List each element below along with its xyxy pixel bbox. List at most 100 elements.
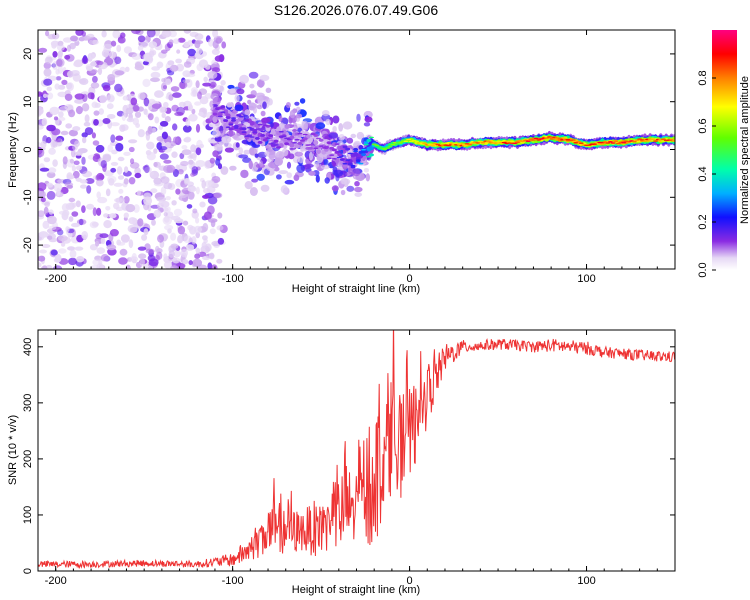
spectrogram-noise-speckle xyxy=(108,51,117,59)
spectrogram-transition-speckle xyxy=(226,130,236,137)
spectrogram-transition-speckle xyxy=(226,102,233,108)
spectrogram-noise-speckle xyxy=(114,56,122,65)
spectrogram-transition-speckle xyxy=(292,155,301,163)
spectrogram-noise-speckle xyxy=(165,78,172,85)
spectrogram-y-tick-label: 0 xyxy=(22,146,34,152)
spectrogram-noise-speckle xyxy=(110,134,116,143)
spectrogram-noise-speckle xyxy=(202,222,209,232)
spectrogram-noise-speckle xyxy=(71,222,80,228)
spectrogram-ridge-cell xyxy=(631,140,637,143)
spectrogram-ridge-cell xyxy=(377,145,382,148)
spectrogram-noise-speckle xyxy=(191,236,197,245)
spectrogram-noise-speckle xyxy=(160,176,170,184)
spectrogram-transition-speckle xyxy=(365,173,370,182)
spectrogram-noise-speckle xyxy=(165,196,171,201)
spectrogram-noise-speckle xyxy=(163,164,173,174)
spectrogram-noise-speckle xyxy=(168,250,175,258)
spectrogram-ridge-cell xyxy=(361,148,367,151)
spectrogram-ridge-cell xyxy=(456,143,462,145)
spectrogram-noise-speckle xyxy=(125,66,130,73)
spectrogram-noise-speckle xyxy=(60,130,69,136)
colorbar-gradient xyxy=(712,30,737,270)
spectrogram-noise-speckle xyxy=(67,232,73,238)
spectrogram-noise-speckle xyxy=(195,247,200,253)
spectrogram-noise-speckle xyxy=(217,237,225,245)
spectrogram-noise-speckle xyxy=(183,41,190,48)
spectrogram-ridge-cell xyxy=(273,139,279,143)
spectrogram-ridge-cell xyxy=(353,150,359,152)
spectrogram-noise-speckle xyxy=(107,74,116,81)
spectrogram-transition-speckle xyxy=(324,177,330,184)
spectrogram-noise-speckle xyxy=(203,188,211,194)
spectrogram-noise-speckle xyxy=(148,41,158,49)
spectrogram-noise-speckle xyxy=(187,48,197,57)
spectrogram-ridge-cell xyxy=(281,135,287,138)
spectrogram-noise-speckle xyxy=(216,225,224,231)
spectrogram-noise-speckle xyxy=(49,106,60,116)
spectrogram-ridge-cell xyxy=(246,126,252,129)
spectrogram-noise-speckle xyxy=(117,36,126,44)
spectrogram-ridge-cell xyxy=(297,132,303,135)
spectrogram-noise-speckle xyxy=(73,61,83,68)
spectrogram-ridge-cell xyxy=(215,108,221,110)
spectrogram-noise-speckle xyxy=(168,39,174,45)
spectrogram-noise-speckle xyxy=(183,235,193,244)
spectrogram-noise-speckle xyxy=(156,196,167,202)
spectrogram-noise-speckle xyxy=(54,253,62,263)
spectrogram-ridge-cell xyxy=(278,130,284,133)
spectrogram-transition-speckle xyxy=(244,181,253,190)
spectrogram-noise-speckle xyxy=(143,164,150,174)
spectrogram-noise-speckle xyxy=(66,44,71,52)
spectrogram-noise-speckle xyxy=(172,136,179,144)
spectrogram-noise-speckle xyxy=(93,119,99,126)
spectrogram-noise-speckle xyxy=(128,177,136,185)
spectrogram-noise-speckle xyxy=(89,39,94,45)
spectrogram-ridge-cell xyxy=(257,140,263,144)
spectrogram-x-tick-label: -100 xyxy=(222,273,244,285)
spectrogram-noise-speckle xyxy=(153,209,162,218)
spectrogram-transition-speckle xyxy=(227,84,235,90)
spectrogram-noise-speckle xyxy=(146,141,155,150)
spectrogram-noise-speckle xyxy=(82,136,87,144)
spectrogram-noise-speckle xyxy=(48,225,57,231)
spectrogram-noise-speckle xyxy=(204,160,212,169)
spectrogram-ridge-cell xyxy=(369,153,374,157)
spectrogram-transition-speckle xyxy=(322,110,330,117)
spectrogram-noise-speckle xyxy=(86,185,92,194)
spectrogram-noise-speckle xyxy=(41,244,51,248)
spectrogram-transition-speckle xyxy=(210,81,217,88)
spectrogram-noise-speckle xyxy=(46,182,54,188)
spectrogram-noise-speckle xyxy=(38,210,45,218)
spectrogram-ridge-cell xyxy=(337,153,343,157)
spectrogram-noise-speckle xyxy=(43,78,53,86)
spectrogram-noise-speckle xyxy=(123,196,130,204)
spectrogram-noise-speckle xyxy=(71,211,79,217)
spectrogram-noise-speckle xyxy=(38,146,43,155)
spectrogram-x-tick-label: 0 xyxy=(407,273,413,285)
spectrogram-noise-speckle xyxy=(101,49,110,58)
spectrogram-noise-speckle xyxy=(177,225,186,235)
spectrogram-ridge-cell xyxy=(257,123,263,126)
snr-x-tick-label: -200 xyxy=(45,575,67,587)
spectrogram-noise-speckle xyxy=(184,136,192,143)
spectrogram-noise-speckle xyxy=(79,78,89,85)
spectrogram-noise-speckle xyxy=(172,92,182,98)
spectrogram-ridge-cell xyxy=(308,144,313,146)
spectrogram-transition-speckle xyxy=(234,104,244,112)
spectrogram-ridge-cell xyxy=(228,123,234,125)
spectrogram-transition-speckle xyxy=(350,133,357,139)
spectrogram-ridge-cell xyxy=(294,143,300,149)
spectrogram-noise-speckle xyxy=(177,169,184,175)
spectrogram-noise-speckle xyxy=(183,30,192,34)
spectrogram-noise-speckle xyxy=(101,30,107,38)
spectrogram-transition-speckle xyxy=(332,126,337,133)
spectrogram-noise-speckle xyxy=(191,108,196,115)
spectrogram-ridge-cell xyxy=(650,138,656,140)
spectrogram-noise-speckle xyxy=(138,253,147,259)
spectrogram-ridge-cell xyxy=(302,133,308,136)
spectrogram-ridge-cell xyxy=(284,142,290,146)
spectrogram-noise-speckle xyxy=(147,125,153,135)
spectrogram-noise-speckle xyxy=(188,159,194,165)
spectrogram-noise-speckle xyxy=(121,112,127,121)
spectrogram-noise-speckle xyxy=(96,60,104,66)
